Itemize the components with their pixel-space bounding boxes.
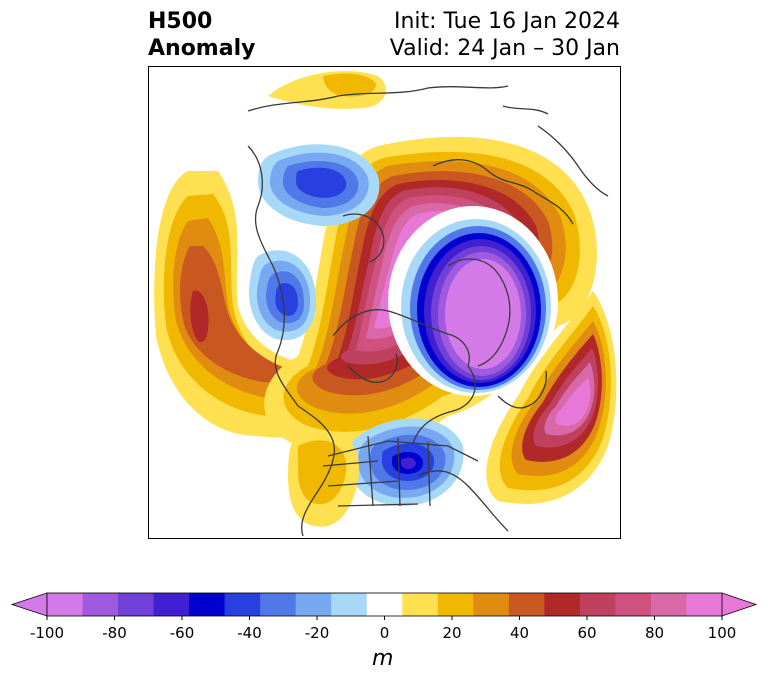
colorbar-tick-label: 60 [577, 624, 596, 642]
map-title: H500 Anomaly [148, 8, 255, 62]
colorbar-segment [47, 593, 84, 616]
colorbar-arrow-max [721, 592, 758, 617]
colorbar-arrow-min [10, 592, 48, 617]
colorbar-ticks: -100 -80 -60 -40 -20 0 20 40 60 80 100 [30, 616, 736, 642]
colorbar-tick-label: 20 [442, 624, 461, 642]
colorbar-segment [260, 593, 297, 616]
colorbar-tick-label: -60 [170, 624, 195, 642]
aleutian-ridge-core [323, 73, 376, 97]
colorbar-segment [473, 593, 510, 616]
colorbar-segment [118, 593, 155, 616]
colorbar-unit: m [372, 646, 394, 671]
colorbar-segment [508, 593, 545, 616]
title-variable: H500 [148, 9, 213, 34]
colorbar-segment [579, 593, 616, 616]
colorbar-segment [331, 593, 368, 616]
anomaly-map [148, 66, 621, 539]
colorbar-segment [615, 593, 652, 616]
colorbar-tick-label: 80 [645, 624, 664, 642]
colorbar-tick-label: -80 [102, 624, 127, 642]
init-date: Init: Tue 16 Jan 2024 [393, 9, 620, 34]
colorbar-tick-label: 40 [510, 624, 529, 642]
colorbar-tick-label: -20 [305, 624, 330, 642]
map-dates: Init: Tue 16 Jan 2024 Valid: 24 Jan – 30… [390, 8, 620, 62]
colorbar-segment [189, 593, 226, 616]
siberia-trough [388, 206, 558, 396]
eastern-us-trough [348, 418, 464, 506]
colorbar-segment [686, 593, 723, 616]
colorbar-segments [10, 592, 758, 617]
colorbar-segment [224, 593, 261, 616]
valid-range: Valid: 24 Jan – 30 Jan [389, 36, 620, 61]
colorbar: -100 -80 -60 -40 -20 0 20 40 60 80 100 [10, 592, 758, 642]
colorbar-tick-label: -100 [30, 624, 64, 642]
colorbar-segment [437, 593, 474, 616]
coastlines [247, 85, 609, 537]
title-field: Anomaly [148, 36, 256, 61]
europe-ridge [486, 291, 617, 504]
colorbar-segment [153, 593, 190, 616]
colorbar-segment [295, 593, 332, 616]
colorbar-segment [650, 593, 687, 616]
central-asia-trough [258, 144, 380, 226]
colorbar-segment [366, 593, 403, 616]
colorbar-segment [544, 593, 581, 616]
colorbar-segment [402, 593, 439, 616]
colorbar-tick-label: 0 [380, 624, 390, 642]
colorbar-tick-label: -40 [237, 624, 262, 642]
colorbar-segment [82, 593, 119, 616]
colorbar-tick-label: 100 [708, 624, 737, 642]
